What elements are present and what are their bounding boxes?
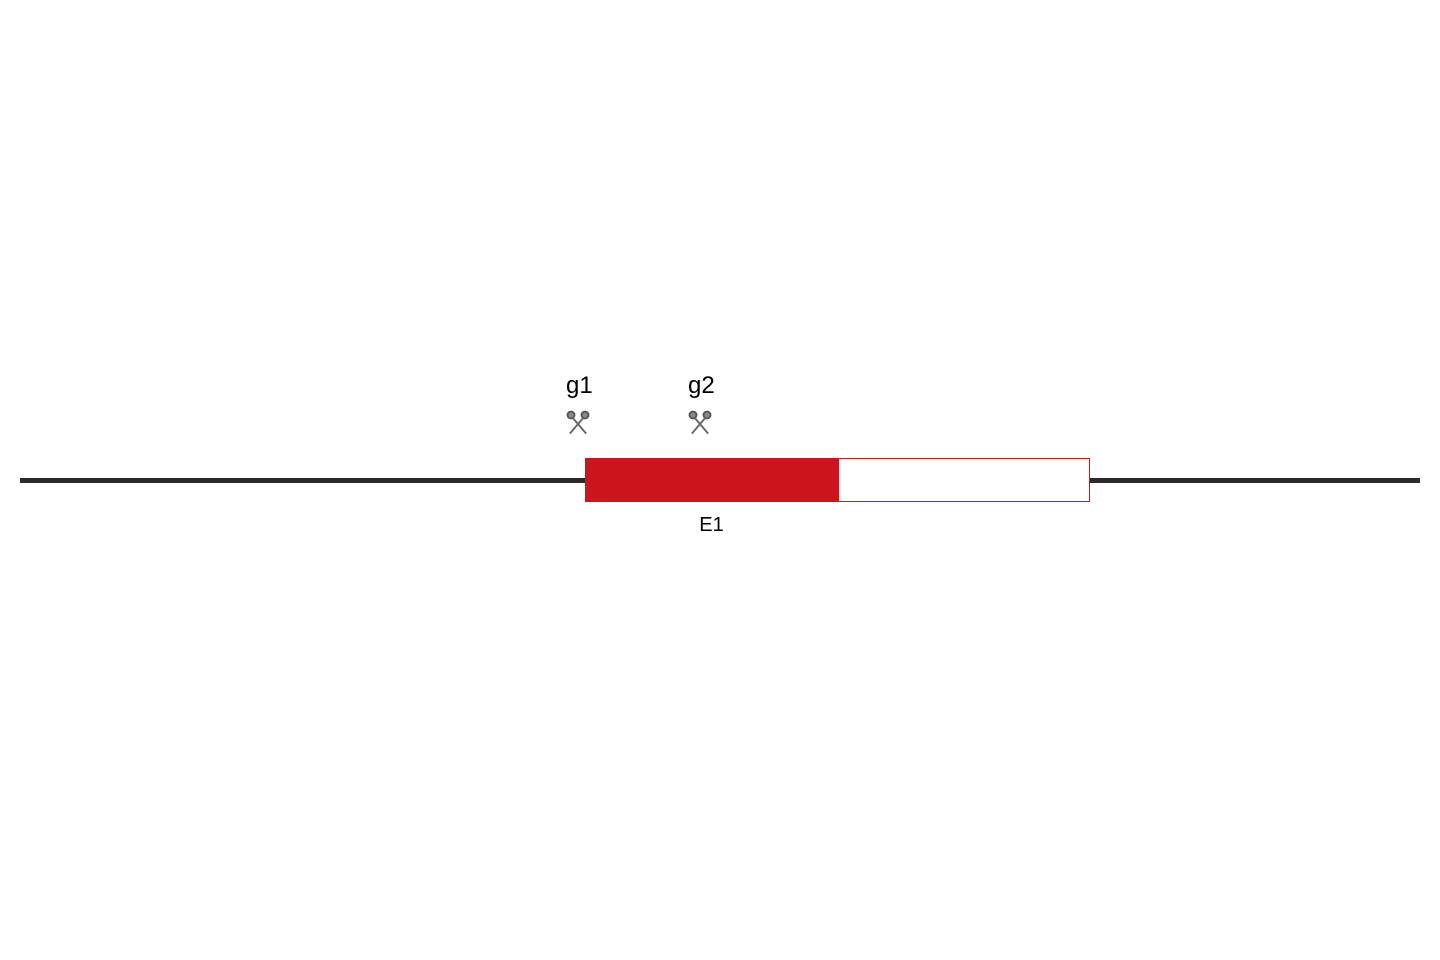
scissors-icon — [686, 408, 714, 436]
cut-label-g1: g1 — [566, 372, 593, 400]
exon-filled-box — [585, 458, 838, 502]
cut-label-g2: g2 — [688, 372, 715, 400]
exon-outline-box — [838, 458, 1090, 502]
scissors-icon — [564, 408, 592, 436]
exon-label: E1 — [585, 514, 838, 537]
gene-diagram: E1 g1 g2 — [0, 0, 1440, 960]
